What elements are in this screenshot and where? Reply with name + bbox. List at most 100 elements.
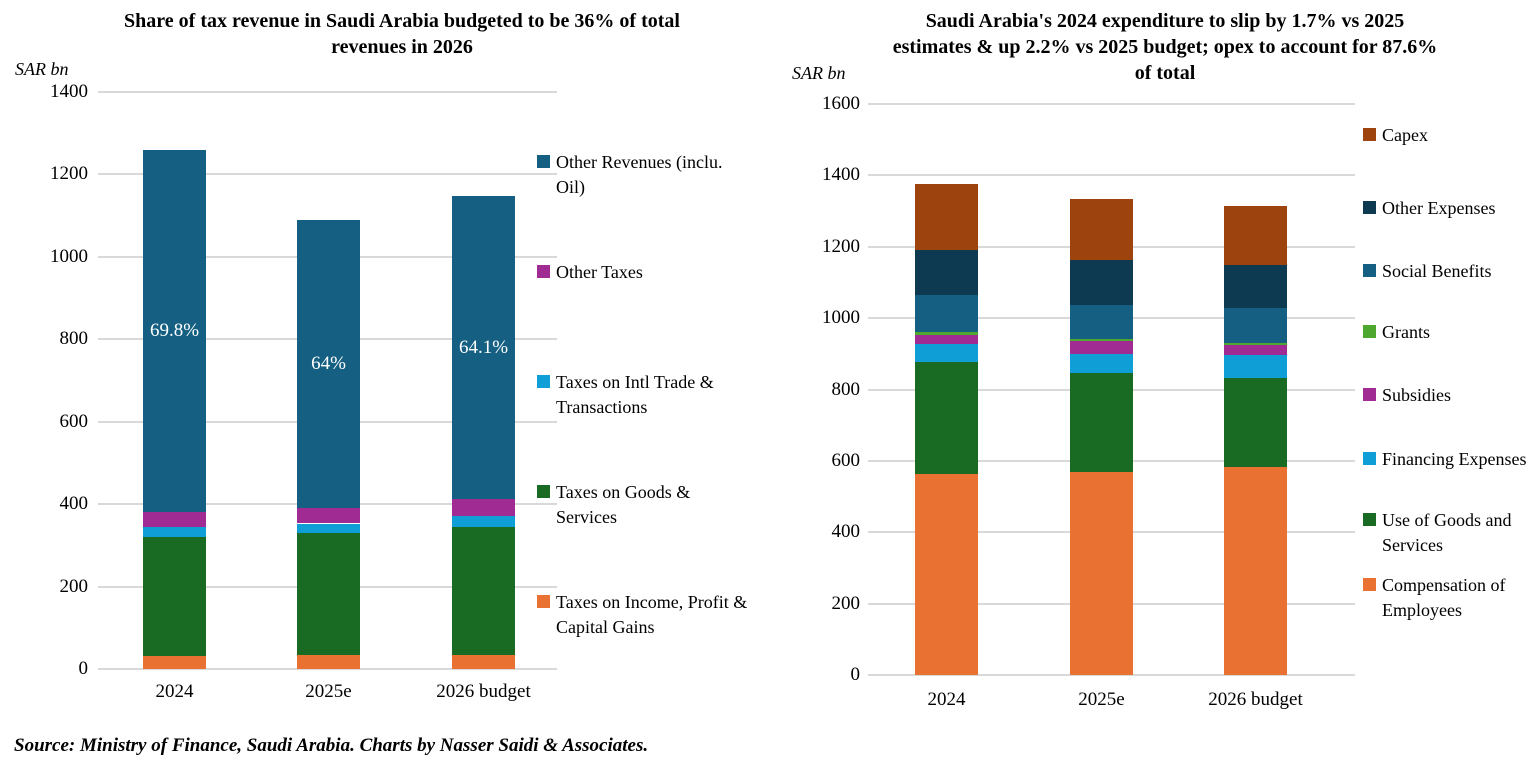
segment-taxes-on-intl-trade-transactions-2024 (143, 526, 206, 538)
revenue-x-tick-label-2026-budget: 2026 budget (436, 681, 531, 702)
expenditure-y-tick-label: 1600 (822, 93, 860, 114)
bar-percentage-label-2024: 69.8% (149, 319, 200, 341)
segment-taxes-on-income-profit-capital-gains-2024 (143, 655, 206, 669)
legend-label-social-benefits: Social Benefits (1382, 261, 1492, 281)
expenditure-y-tick-label: 0 (850, 664, 861, 685)
revenue-x-tick-label-2025e: 2025e (305, 681, 352, 702)
legend-swatch-taxes-on-goods-services (537, 485, 550, 498)
legend-swatch-grants (1363, 325, 1376, 338)
expenditure-y-tick-label: 400 (831, 521, 861, 543)
segment-compensation-of-employees-2026-budget (1224, 466, 1287, 675)
revenue-chart-title: Share of tax revenue in Saudi Arabia bud… (124, 10, 680, 58)
legend-swatch-other-expenses (1363, 201, 1376, 214)
source-note: Source: Ministry of Finance, Saudi Arabi… (14, 735, 649, 756)
segment-other-taxes-2026-budget (452, 499, 515, 517)
expenditure-y-tick-label: 1200 (822, 235, 860, 257)
expenditure-y-tick-label: 1400 (822, 164, 860, 186)
segment-taxes-on-intl-trade-transactions-2026-budget (452, 516, 515, 527)
segment-grants-2025e (1070, 339, 1133, 341)
segment-grants-2024 (915, 332, 978, 335)
expenditure-x-tick-label-2025e: 2025e (1078, 689, 1125, 710)
revenue-y-tick-label: 0 (78, 658, 89, 679)
expenditure-gridline (868, 103, 1355, 105)
revenue-x-tick-label-2024: 2024 (155, 681, 194, 702)
segment-grants-2026-budget (1224, 343, 1287, 346)
revenue-gridline (98, 173, 557, 176)
segment-taxes-on-goods-services-2026-budget (452, 526, 515, 655)
legend-label-use-of-goods-and-services: Use of Goods and Services (1382, 510, 1512, 555)
revenue-y-tick-label: 1200 (50, 163, 88, 185)
legend-swatch-other-revenues-inclu-oil (537, 155, 550, 168)
legend-label-other-revenues-inclu-oil: Other Revenues (inclu. Oil) (556, 152, 723, 197)
segment-use-of-goods-and-services-2024 (915, 362, 978, 475)
segment-financing-expenses-2024 (915, 344, 978, 363)
segment-subsidies-2024 (915, 334, 978, 345)
segment-social-benefits-2025e (1070, 305, 1133, 340)
legend-label-taxes-on-income-profit-capital-gains: Taxes on Income, Profit & Capital Gains (556, 592, 748, 637)
expenditure-x-tick-label-2026-budget: 2026 budget (1208, 689, 1303, 710)
segment-other-taxes-2024 (143, 511, 206, 527)
expenditure-y-tick-label: 800 (831, 378, 861, 400)
segment-subsidies-2026-budget (1224, 345, 1287, 356)
legend-label-capex: Capex (1382, 125, 1428, 145)
revenue-y-tick-label: 1400 (50, 81, 88, 102)
legend-swatch-taxes-on-income-profit-capital-gains (537, 595, 550, 608)
segment-taxes-on-goods-services-2025e (297, 533, 360, 655)
segment-use-of-goods-and-services-2026-budget (1224, 377, 1287, 467)
expenditure-gridline (868, 174, 1355, 177)
segment-taxes-on-income-profit-capital-gains-2025e (297, 654, 360, 669)
segment-taxes-on-income-profit-capital-gains-2026-budget (452, 654, 515, 669)
revenue-axis-unit-label: SAR bn (15, 59, 69, 79)
expenditure-y-tick-label: 200 (831, 592, 861, 614)
expenditure-axis-unit-label: SAR bn (792, 63, 846, 83)
segment-social-benefits-2026-budget (1224, 307, 1287, 344)
segment-capex-2026-budget (1224, 206, 1287, 265)
expenditure-y-tick-label: 600 (831, 449, 861, 471)
segment-other-revenues-inclu-oil-2025e (297, 220, 360, 509)
segment-taxes-on-goods-services-2024 (143, 537, 206, 656)
revenue-y-tick-label: 1000 (50, 245, 88, 267)
legend-swatch-financing-expenses (1363, 452, 1376, 465)
segment-financing-expenses-2025e (1070, 353, 1133, 374)
revenue-y-tick-label: 400 (59, 493, 89, 515)
segment-capex-2024 (915, 184, 978, 251)
legend-label-other-taxes: Other Taxes (556, 262, 643, 282)
segment-use-of-goods-and-services-2025e (1070, 373, 1133, 472)
revenue-gridline (98, 91, 557, 93)
segment-compensation-of-employees-2025e (1070, 471, 1133, 675)
revenue-y-tick-label: 600 (59, 410, 89, 432)
segment-compensation-of-employees-2024 (915, 474, 978, 675)
revenue-y-tick-label: 200 (59, 575, 89, 597)
expenditure-y-tick-label: 1000 (822, 307, 860, 329)
legend-swatch-subsidies (1363, 388, 1376, 401)
segment-social-benefits-2024 (915, 294, 978, 333)
segment-other-revenues-inclu-oil-2024 (143, 149, 206, 512)
bar-percentage-label-2026-budget: 64.1% (458, 336, 509, 358)
legend-label-other-expenses: Other Expenses (1382, 198, 1496, 218)
legend-label-subsidies: Subsidies (1382, 385, 1452, 405)
segment-other-expenses-2024 (915, 250, 978, 295)
legend-swatch-other-taxes (537, 265, 550, 278)
legend-label-taxes-on-intl-trade-transactions: Taxes on Intl Trade & Transactions (556, 372, 714, 417)
segment-other-taxes-2025e (297, 508, 360, 524)
segment-taxes-on-intl-trade-transactions-2025e (297, 523, 360, 534)
revenue-y-tick-label: 800 (59, 328, 89, 350)
expenditure-gridline (868, 674, 1355, 676)
segment-other-revenues-inclu-oil-2026-budget (452, 196, 515, 500)
expenditure-x-tick-label-2024: 2024 (927, 689, 966, 710)
legend-swatch-social-benefits (1363, 264, 1376, 277)
legend-swatch-capex (1363, 128, 1376, 141)
segment-capex-2025e (1070, 198, 1133, 260)
segment-subsidies-2025e (1070, 340, 1133, 354)
bar-percentage-label-2025e: 64% (311, 353, 346, 375)
legend-label-taxes-on-goods-services: Taxes on Goods & Services (556, 482, 691, 527)
legend-label-compensation-of-employees: Compensation of Employees (1382, 575, 1506, 620)
segment-other-expenses-2025e (1070, 259, 1133, 306)
revenue-gridline (98, 668, 557, 670)
legend-swatch-compensation-of-employees (1363, 578, 1376, 591)
segment-other-expenses-2026-budget (1224, 264, 1287, 308)
legend-swatch-taxes-on-intl-trade-transactions (537, 375, 550, 388)
expenditure-chart-title: Saudi Arabia's 2024 expenditure to slip … (892, 10, 1438, 84)
legend-label-grants: Grants (1382, 322, 1430, 342)
